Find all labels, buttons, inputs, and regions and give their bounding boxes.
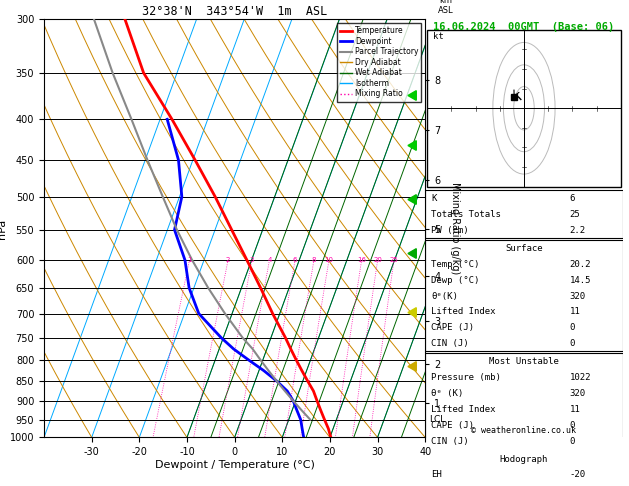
Text: K: K (431, 194, 437, 203)
Text: 1022: 1022 (569, 373, 591, 382)
Text: 20: 20 (373, 257, 382, 263)
Text: Lifted Index: Lifted Index (431, 308, 496, 316)
Bar (425, 353, 623, 448)
Text: θᵉ (K): θᵉ (K) (431, 389, 464, 398)
Text: EH: EH (431, 470, 442, 480)
Text: 2.2: 2.2 (569, 226, 586, 235)
Text: 1: 1 (187, 257, 192, 263)
Text: 11: 11 (569, 308, 580, 316)
Text: 25: 25 (569, 210, 580, 219)
Text: 8: 8 (312, 257, 316, 263)
Bar (427, 30, 621, 187)
Text: 6: 6 (293, 257, 298, 263)
Bar (425, 451, 623, 486)
Legend: Temperature, Dewpoint, Parcel Trajectory, Dry Adiabat, Wet Adiabat, Isotherm, Mi: Temperature, Dewpoint, Parcel Trajectory… (337, 23, 421, 102)
Text: © weatheronline.co.uk: © weatheronline.co.uk (472, 426, 576, 435)
Text: PW (cm): PW (cm) (431, 226, 469, 235)
Text: CIN (J): CIN (J) (431, 436, 469, 446)
Text: LCL: LCL (429, 415, 445, 424)
Text: 3: 3 (250, 257, 254, 263)
Text: 6: 6 (569, 194, 575, 203)
Text: 320: 320 (569, 389, 586, 398)
Text: Lifted Index: Lifted Index (431, 405, 496, 414)
Text: 25: 25 (389, 257, 398, 263)
Y-axis label: Mixing Ratio (g/kg): Mixing Ratio (g/kg) (450, 182, 460, 275)
Text: 4: 4 (267, 257, 272, 263)
Text: 20.2: 20.2 (569, 260, 591, 269)
Text: kt: kt (433, 32, 444, 41)
Text: Temp (°C): Temp (°C) (431, 260, 479, 269)
Text: CAPE (J): CAPE (J) (431, 323, 474, 332)
Bar (425, 240, 623, 351)
Y-axis label: hPa: hPa (0, 218, 7, 239)
Bar (425, 190, 623, 238)
Text: CIN (J): CIN (J) (431, 339, 469, 348)
Text: 320: 320 (569, 292, 586, 300)
Text: 0: 0 (569, 323, 575, 332)
Text: Dewp (°C): Dewp (°C) (431, 276, 479, 285)
Text: 16.06.2024  00GMT  (Base: 06): 16.06.2024 00GMT (Base: 06) (433, 21, 615, 32)
Text: km
ASL: km ASL (438, 0, 454, 15)
Text: Pressure (mb): Pressure (mb) (431, 373, 501, 382)
Text: θᵉ(K): θᵉ(K) (431, 292, 458, 300)
Text: 0: 0 (569, 436, 575, 446)
Text: Most Unstable: Most Unstable (489, 357, 559, 366)
Text: 11: 11 (569, 405, 580, 414)
Text: 0: 0 (569, 339, 575, 348)
Text: 0: 0 (569, 421, 575, 430)
Text: 10: 10 (325, 257, 333, 263)
Text: CAPE (J): CAPE (J) (431, 421, 474, 430)
Text: Hodograph: Hodograph (500, 454, 548, 464)
Text: 2: 2 (226, 257, 230, 263)
Title: 32°38'N  343°54'W  1m  ASL: 32°38'N 343°54'W 1m ASL (142, 5, 327, 18)
Text: Surface: Surface (505, 244, 543, 253)
Text: -20: -20 (569, 470, 586, 480)
X-axis label: Dewpoint / Temperature (°C): Dewpoint / Temperature (°C) (155, 460, 314, 470)
Text: 14.5: 14.5 (569, 276, 591, 285)
Text: Totals Totals: Totals Totals (431, 210, 501, 219)
Text: 16: 16 (357, 257, 366, 263)
